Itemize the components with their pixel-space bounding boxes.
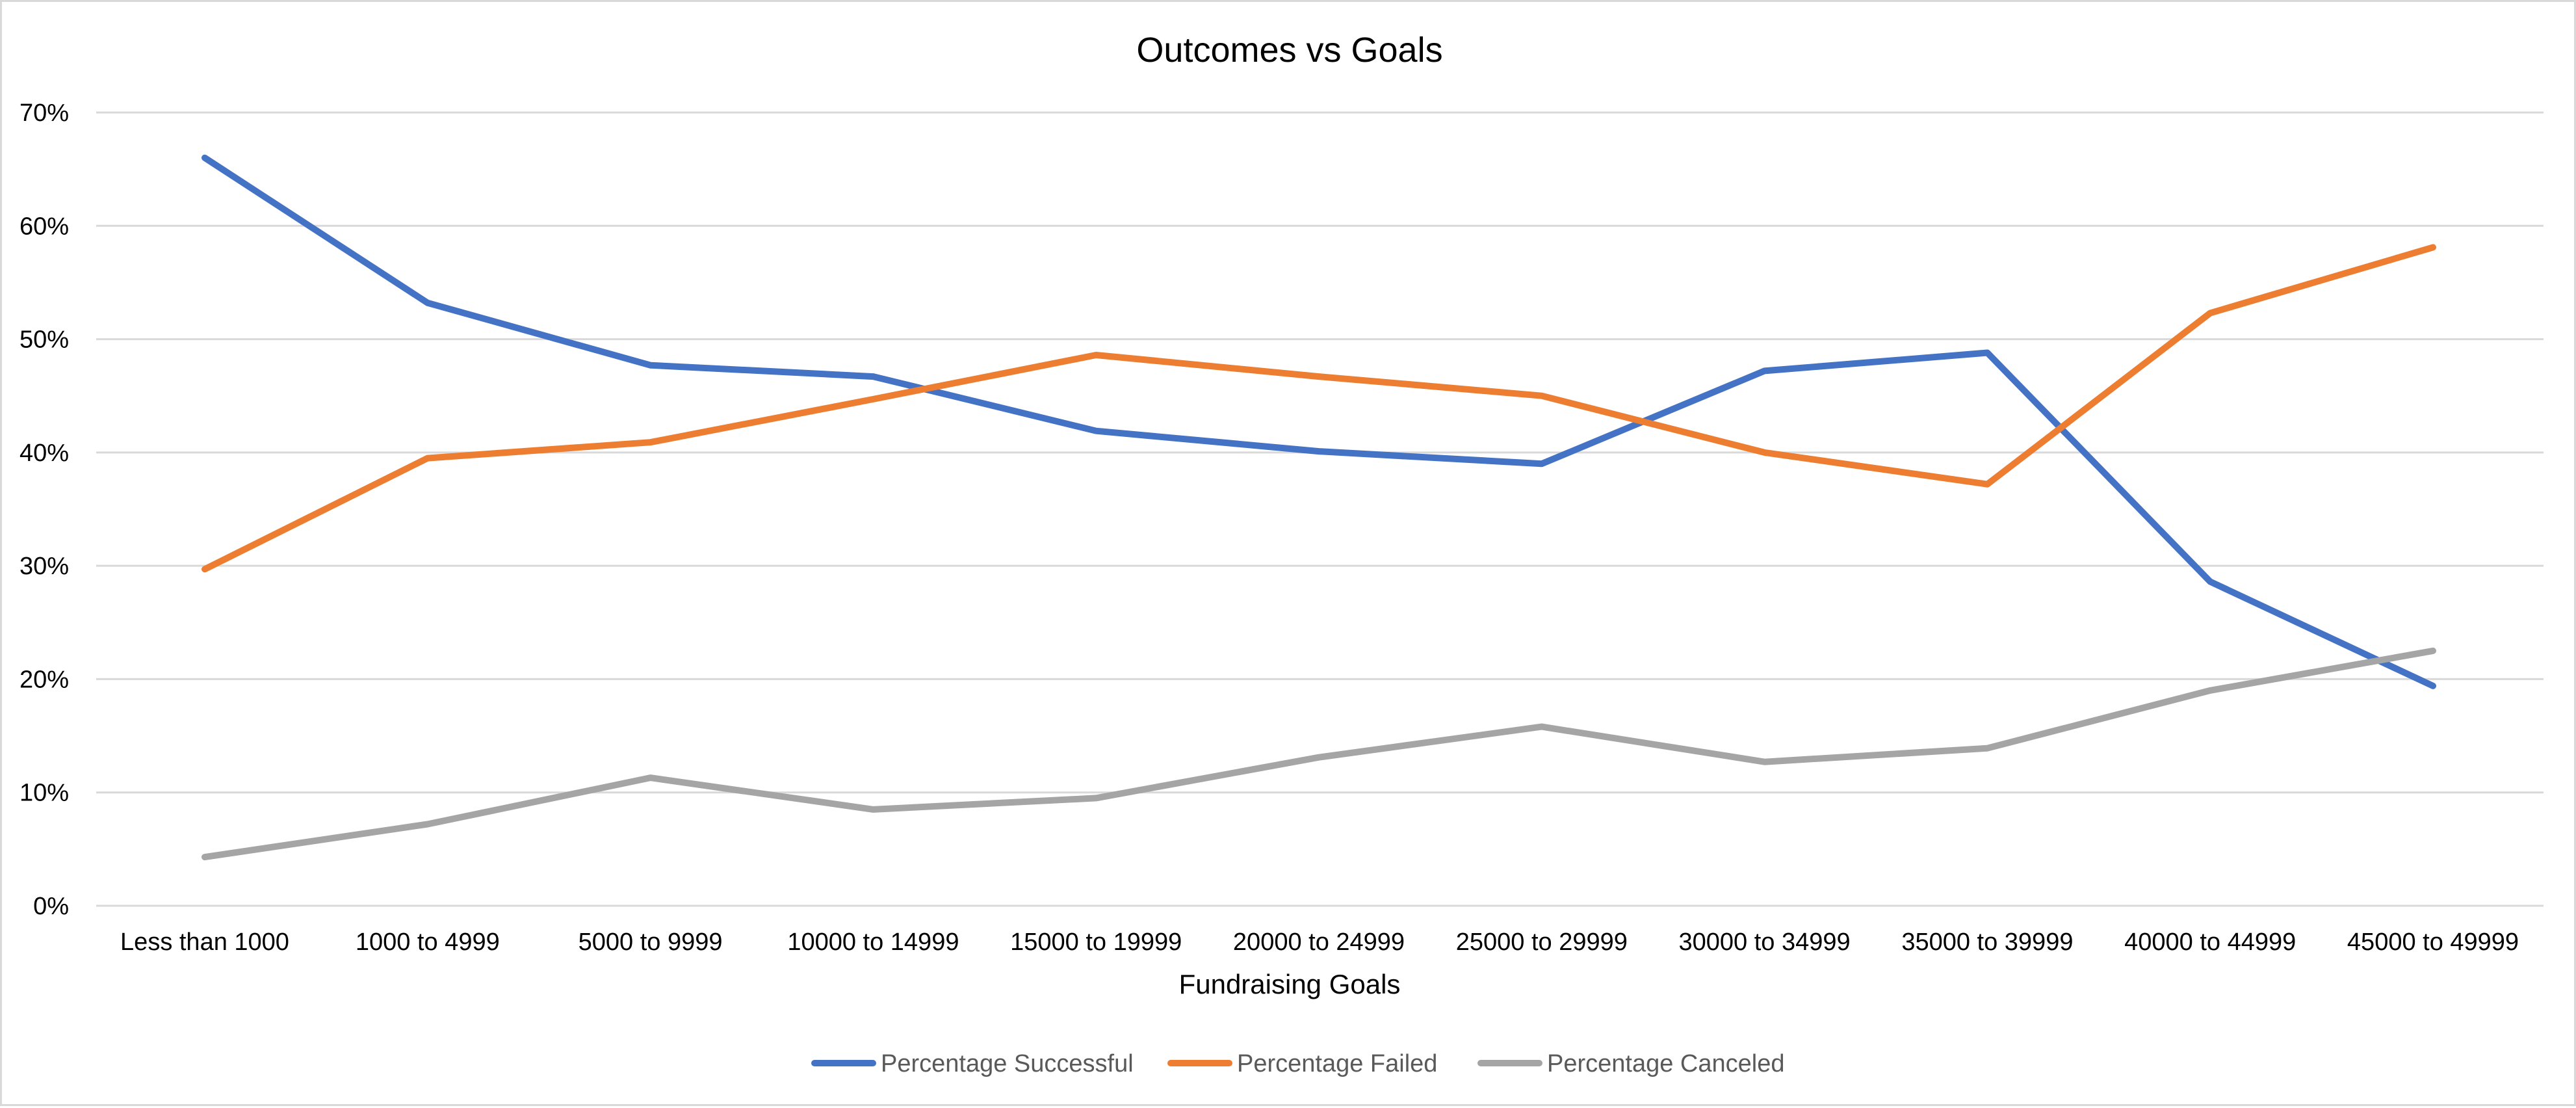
x-tick-label: 20000 to 24999	[1233, 929, 1405, 956]
chart-title: Outcomes vs Goals	[1136, 31, 1442, 70]
gridlines	[96, 111, 2543, 907]
y-tick-label: 40%	[20, 440, 69, 467]
y-axis-tick-labels: 0% 10% 20% 30% 40% 50% 60% 70%	[20, 99, 69, 920]
x-tick-label: 1000 to 4999	[356, 929, 500, 956]
legend-label-percentage-canceled: Percentage Canceled	[1547, 1050, 1784, 1077]
x-tick-label: 10000 to 14999	[787, 929, 959, 956]
y-tick-label: 20%	[20, 666, 69, 693]
x-tick-label: 15000 to 19999	[1010, 929, 1182, 956]
legend: Percentage Successful Percentage Failed Pe…	[811, 1050, 1784, 1077]
series-lines	[202, 154, 2436, 861]
series-line-percentage-successful	[202, 154, 2436, 689]
y-tick-label: 70%	[20, 99, 69, 127]
x-tick-label: 35000 to 39999	[1901, 929, 2073, 956]
y-tick-label: 10%	[20, 780, 69, 807]
y-tick-label: 50%	[20, 326, 69, 354]
legend-label-percentage-successful: Percentage Successful	[881, 1050, 1134, 1077]
x-tick-label: 5000 to 9999	[579, 929, 723, 956]
x-tick-label: 40000 to 44999	[2124, 929, 2296, 956]
x-tick-label: 30000 to 34999	[1679, 929, 1851, 956]
x-tick-label: 25000 to 29999	[1456, 929, 1628, 956]
series-line-percentage-failed	[202, 244, 2436, 573]
y-tick-label: 60%	[20, 213, 69, 240]
x-tick-label: 45000 to 49999	[2347, 929, 2519, 956]
series-line-percentage-canceled	[202, 647, 2436, 861]
x-axis-title: Fundraising Goals	[1179, 969, 1401, 999]
y-tick-label: 0%	[33, 893, 69, 920]
legend-label-percentage-failed: Percentage Failed	[1237, 1050, 1437, 1077]
x-axis-tick-labels: Less than 1000 1000 to 4999 5000 to 9999 10…	[120, 929, 2519, 956]
x-tick-label: Less than 1000	[120, 929, 289, 956]
y-tick-label: 30%	[20, 553, 69, 580]
